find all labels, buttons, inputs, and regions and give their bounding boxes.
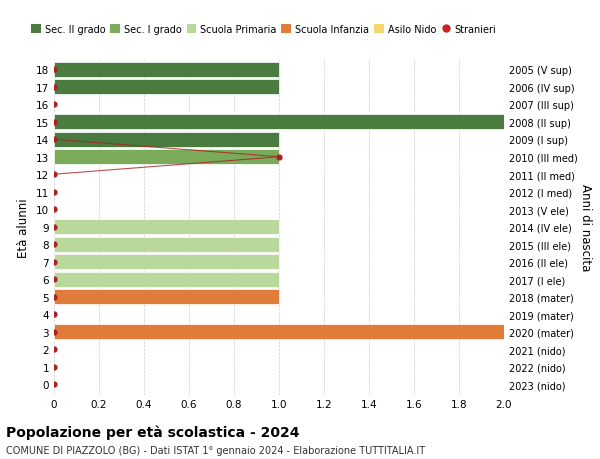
Bar	[54, 255, 279, 269]
Y-axis label: Anni di nascita: Anni di nascita	[578, 184, 592, 271]
Bar	[54, 63, 279, 78]
Bar	[54, 325, 504, 339]
Bar	[54, 290, 279, 304]
Bar	[54, 220, 279, 235]
Bar	[54, 115, 504, 130]
Y-axis label: Età alunni: Età alunni	[17, 197, 31, 257]
Bar	[54, 133, 279, 147]
Text: Popolazione per età scolastica - 2024: Popolazione per età scolastica - 2024	[6, 425, 299, 439]
Bar	[54, 237, 279, 252]
Bar	[54, 272, 279, 287]
Bar	[54, 150, 279, 165]
Legend: Sec. II grado, Sec. I grado, Scuola Primaria, Scuola Infanzia, Asilo Nido, Stran: Sec. II grado, Sec. I grado, Scuola Prim…	[28, 21, 500, 39]
Text: COMUNE DI PIAZZOLO (BG) - Dati ISTAT 1° gennaio 2024 - Elaborazione TUTTITALIA.I: COMUNE DI PIAZZOLO (BG) - Dati ISTAT 1° …	[6, 445, 425, 455]
Bar	[54, 80, 279, 95]
